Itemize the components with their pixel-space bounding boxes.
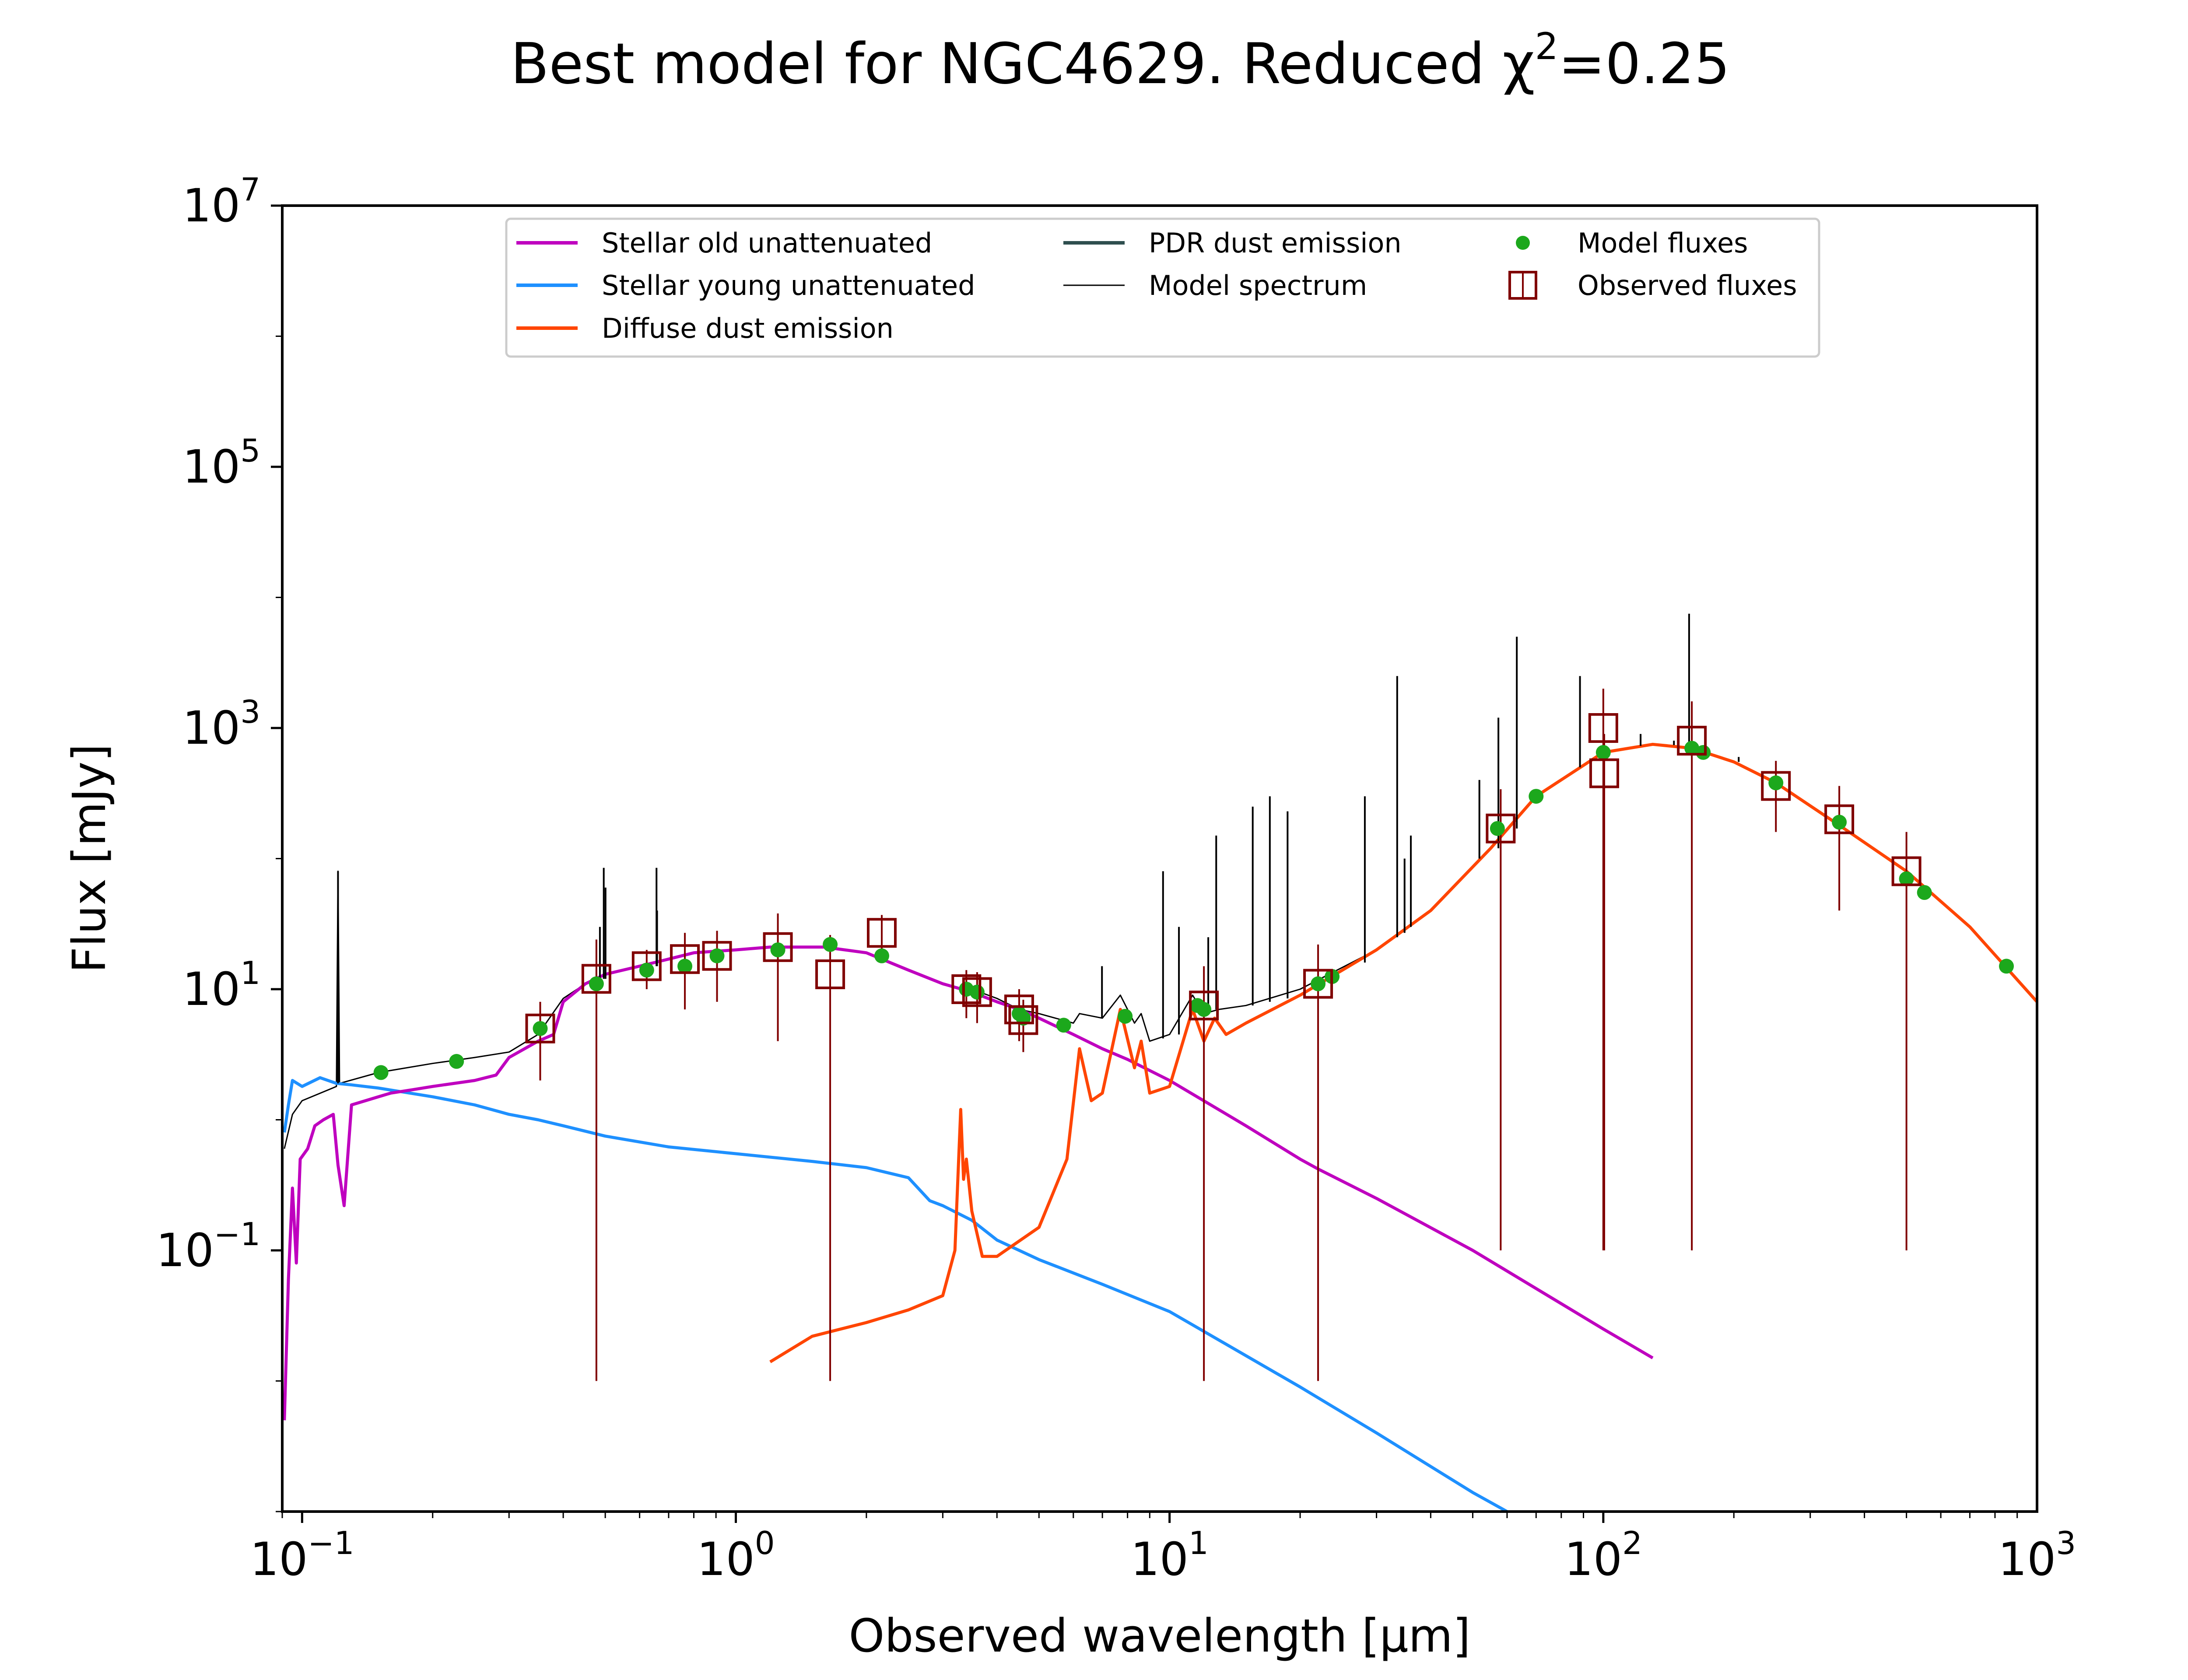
observed-flux-point [1008,1005,1038,1035]
x-tick-label: 10−1 [250,1525,354,1586]
observed-flux-point [962,977,992,1007]
x-tick-label: 100 [697,1525,775,1586]
model-flux-point [639,962,654,978]
model-flux-point [709,948,725,963]
x-tick-label: 101 [1131,1525,1209,1586]
legend-entry-diffuse-dust-emission: Diffuse dust emission [516,312,894,344]
observed-flux-layer [525,713,1922,1043]
legend-label: Stellar old unattenuated [602,227,932,259]
title-sup: 2 [1535,25,1558,68]
observed-flux-point [631,951,662,981]
y-tick-label: 105 [182,432,260,494]
y-axis: 10−1 101 103 105 107 [156,171,282,1512]
model-flux-point [677,959,693,974]
model-flux-point [1311,976,1326,991]
series-line-diffuse-dust-emission [769,742,2037,1363]
legend-entry-pdr-dust-emission: PDR dust emission [1063,227,1402,259]
model-flux-point [1768,775,1784,791]
model-flux-point [1056,1018,1071,1033]
x-tick-label: 103 [1998,1525,2076,1586]
legend-label: PDR dust emission [1149,227,1402,259]
title-text: Best model for NGC4629. Reduced χ2=0.25 [511,25,1730,97]
y-tick-label: 101 [182,955,260,1016]
y-tick-label: 103 [182,693,260,755]
observed-flux-point [1891,856,1922,886]
legend-entry-model-fluxes: Model fluxes [1516,227,1748,259]
observed-flux-point [1589,758,1619,788]
legend-label: Observed fluxes [1578,270,1797,301]
model-flux-point [770,942,785,958]
legend-label: Diffuse dust emission [602,312,894,344]
model-flux-point [1529,789,1544,804]
title-main: Best model for NGC4629. Reduced χ [511,32,1535,97]
observed-flux-point [670,944,700,974]
model-flux-point [1490,821,1505,836]
legend-swatch [1516,236,1530,250]
legend-entry-observed-fluxes: Observed fluxes [1508,270,1797,301]
title-tail: =0.25 [1558,32,1730,97]
x-axis: 10−1 100 101 102 103 [250,1512,2076,1586]
observed-flux-point [1677,725,1707,756]
legend-label: Model fluxes [1578,227,1748,259]
observed-flux-point [1303,969,1333,999]
model-flux-point [969,984,985,1000]
y-tick-label: 10−1 [156,1216,260,1277]
model-flux-point [533,1021,548,1036]
model-flux-point [874,948,890,963]
legend-label: Stellar young unattenuated [602,270,975,301]
legend-entry-stellar-old-unattenuated: Stellar old unattenuated [516,227,932,259]
series-layer [283,742,2037,1512]
observed-flux-point [525,1013,555,1043]
model-flux-point [1684,741,1700,756]
model-flux-point [449,1054,464,1069]
observed-flux-point [1761,771,1791,801]
observed-flux-point [1588,713,1618,743]
observed-flux-point [1189,990,1219,1021]
model-flux-point [1832,815,1847,830]
plot-frame [281,204,2038,1513]
observed-flux-point [763,932,793,962]
observed-flux-point [1824,804,1855,834]
model-flux-point [1196,1002,1212,1017]
observed-flux-point [951,974,982,1004]
model-flux-point [1917,885,1932,900]
legend-entry-model-spectrum: Model spectrum [1063,270,1367,301]
model-flux-point [1118,1008,1133,1024]
model-flux-point [1595,745,1611,760]
observed-flux-point [1004,994,1034,1025]
legend-box [505,217,1820,358]
y-tick-label: 107 [182,171,260,232]
plot-area [281,204,2038,1513]
emission-lines-layer [337,613,1740,1084]
observed-flux-point [581,964,611,994]
model-flux-point [589,976,604,991]
model-flux-point [373,1065,389,1080]
model-flux-layer [373,741,2014,1080]
x-tick-label: 102 [1564,1525,1642,1586]
observed-flux-point [1486,813,1516,844]
x-axis-label: Observed wavelength [μm] [849,1609,1471,1662]
model-flux-point [823,937,838,952]
y-axis-label: Flux [mJy] [63,744,116,973]
observed-flux-point [867,918,897,948]
legend-label: Model spectrum [1149,270,1367,301]
model-flux-point [1999,959,2014,974]
legend: Stellar old unattenuated Stellar young un… [505,217,1820,358]
model-flux-point [1696,745,1711,760]
series-line-stellar-young-unattenuated [283,1076,1508,1512]
observed-flux-point [815,959,845,989]
model-flux-point [1899,871,1914,886]
observed-flux-point [702,941,732,971]
errorbar-layer [539,689,1907,1381]
legend-entry-stellar-young-unattenuated: Stellar young unattenuated [516,270,975,301]
chart-title: Best model for NGC4629. Reduced χ2=0.25 [511,25,1730,97]
